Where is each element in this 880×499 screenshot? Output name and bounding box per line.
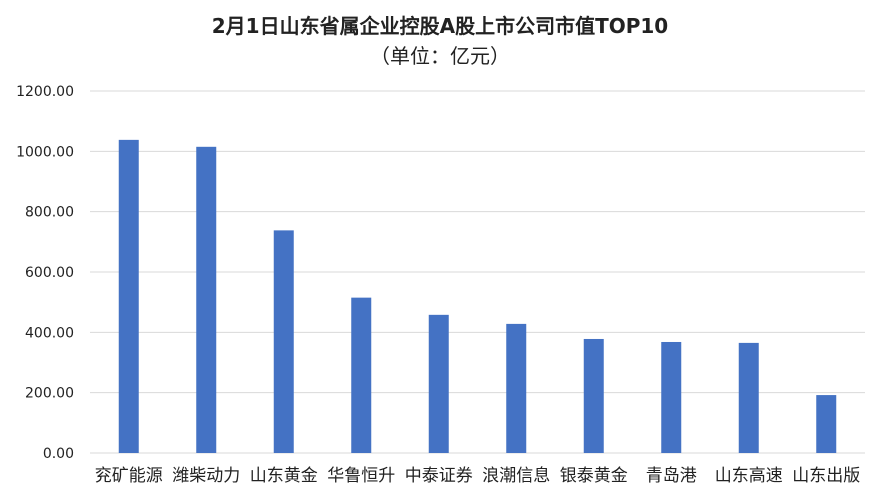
chart-subtitle: （单位：亿元）: [370, 44, 510, 68]
x-tick-label: 浪潮信息: [482, 466, 550, 486]
y-tick-label: 0.00: [43, 446, 74, 462]
bar: [196, 146, 217, 453]
x-tick-label: 山东高速: [715, 466, 783, 486]
x-tick-label: 银泰黄金: [560, 466, 628, 486]
bar: [273, 230, 294, 453]
bar: [738, 342, 759, 453]
x-tick-label: 青岛港: [646, 466, 697, 486]
x-tick-label: 中泰证券: [405, 466, 473, 486]
y-tick-label: 600.00: [25, 265, 74, 281]
y-tick-label: 1000.00: [16, 144, 74, 160]
bar: [816, 395, 837, 453]
bar: [661, 341, 682, 453]
bar: [118, 139, 139, 453]
bar: [428, 314, 449, 453]
x-tick-label: 山东黄金: [250, 466, 318, 486]
chart-title: 2月1日山东省属企业控股A股上市公司市值TOP10: [211, 14, 669, 38]
y-tick-label: 1200.00: [16, 84, 74, 100]
y-tick-label: 400.00: [25, 325, 74, 341]
y-tick-label: 200.00: [25, 386, 74, 402]
bar: [351, 297, 372, 453]
bar: [583, 338, 604, 453]
x-tick-label: 兖矿能源: [95, 466, 163, 486]
x-tick-label: 山东出版: [792, 466, 860, 486]
bar: [506, 323, 527, 453]
x-tick-label: 潍柴动力: [172, 466, 240, 486]
y-tick-label: 800.00: [25, 205, 74, 221]
x-tick-label: 华鲁恒升: [327, 466, 395, 486]
